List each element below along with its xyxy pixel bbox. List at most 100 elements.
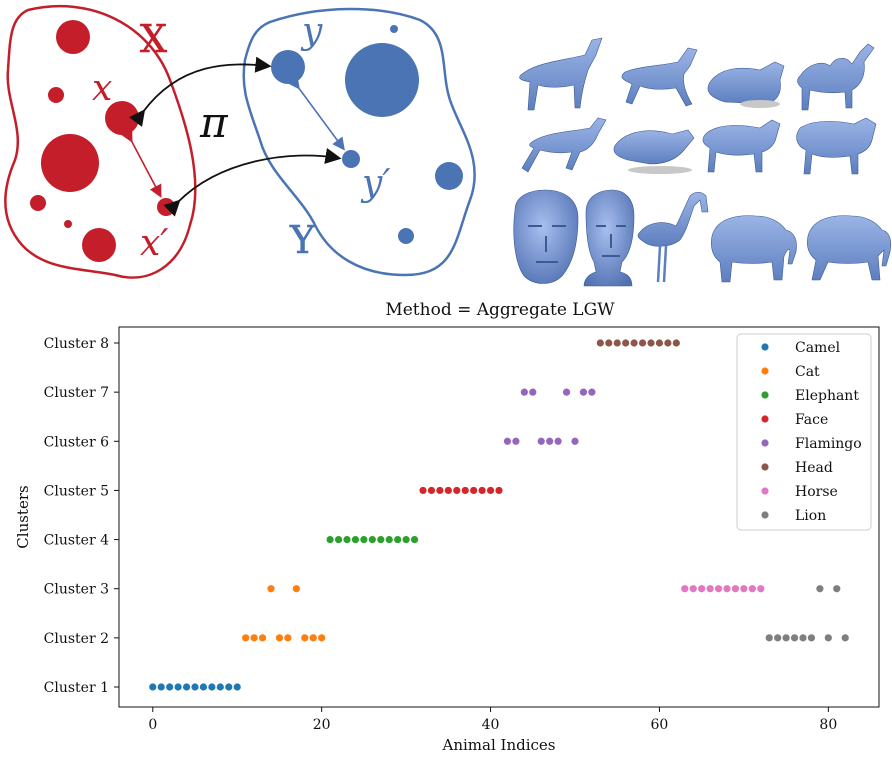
data-point-lion: [824, 634, 832, 642]
elephant-standing-icon: [710, 215, 797, 283]
x-dot: [41, 134, 99, 192]
legend-marker: [761, 463, 769, 471]
data-point-elephant: [334, 535, 343, 544]
data-point-head: [672, 339, 680, 347]
data-point-head: [638, 339, 647, 347]
data-point-elephant: [368, 535, 376, 544]
data-point-camel: [182, 683, 191, 691]
data-point-head: [647, 339, 655, 347]
y-label: y: [300, 11, 323, 52]
y-prime-label: y′: [360, 163, 391, 204]
legend-box: [736, 333, 872, 531]
data-point-elephant: [326, 535, 334, 544]
y-tick-label: Cluster 3: [44, 582, 109, 598]
data-point-lion: [841, 634, 849, 642]
data-point-elephant: [343, 535, 351, 544]
data-point-horse: [731, 585, 740, 593]
y-dot: [398, 228, 414, 244]
set-y-outline: [242, 7, 476, 277]
data-point-lion: [790, 634, 799, 642]
face-mask-icon: [513, 189, 579, 284]
data-point-elephant: [360, 535, 368, 544]
data-point-horse: [698, 585, 706, 593]
y-dot: [435, 162, 463, 190]
data-point-camel: [166, 683, 174, 691]
data-point-horse: [681, 585, 689, 593]
horse-walking-icon: [621, 47, 698, 107]
shape-gallery: [513, 37, 892, 287]
cluster-scatter-chart: Method = Aggregate LGW Cluster 1Cluster …: [14, 300, 880, 754]
data-point-head: [596, 339, 604, 347]
data-point-face: [478, 486, 486, 495]
data-point-flamingo: [512, 437, 520, 445]
x-tick-label: 40: [482, 717, 500, 733]
data-point-camel: [157, 683, 165, 691]
y-tick-label: Cluster 2: [44, 631, 109, 647]
lion-pouncing-icon: [613, 129, 695, 174]
y-distance-arrow: [287, 75, 345, 151]
legend-marker: [761, 367, 769, 375]
data-point-lion: [774, 634, 782, 642]
y-dot-y: [271, 50, 305, 84]
y-tick-label: Cluster 1: [44, 680, 109, 696]
data-point-face: [486, 486, 495, 495]
legend-label: Elephant: [795, 388, 859, 404]
data-point-cat: [242, 634, 250, 642]
camel-icon: [797, 43, 875, 111]
data-point-cat: [275, 634, 284, 642]
data-point-face: [495, 486, 503, 495]
data-point-head: [630, 339, 638, 347]
legend-marker: [761, 439, 769, 447]
y-tick-label: Cluster 7: [44, 385, 109, 401]
data-point-head: [613, 339, 621, 347]
data-point-cat: [267, 585, 275, 593]
data-point-cat: [284, 634, 292, 642]
y-tick-label: Cluster 5: [44, 483, 109, 499]
head-bust-icon: [583, 189, 635, 287]
data-point-elephant: [385, 535, 393, 544]
x-dot: [64, 220, 72, 228]
data-point-camel: [199, 683, 208, 691]
data-point-camel: [216, 683, 224, 691]
set-y-label: Y: [289, 218, 316, 262]
data-point-lion: [816, 585, 824, 593]
data-point-cat: [250, 634, 258, 642]
legend-label: Camel: [795, 340, 841, 356]
data-point-camel: [191, 683, 199, 691]
elephant-walking-icon: [806, 215, 892, 281]
data-point-face: [436, 486, 444, 495]
data-point-cat: [309, 634, 317, 642]
data-point-elephant: [377, 535, 385, 544]
data-point-camel: [225, 683, 233, 691]
data-point-lion: [765, 634, 773, 642]
data-point-head: [655, 339, 664, 347]
x-label: x: [92, 68, 112, 109]
data-point-flamingo: [554, 437, 562, 445]
data-point-flamingo: [503, 437, 512, 445]
x-dot: [82, 228, 116, 262]
data-point-horse: [714, 585, 723, 593]
data-point-face: [453, 486, 461, 495]
data-point-camel: [149, 683, 157, 691]
y-dot: [390, 25, 398, 33]
data-point-flamingo: [588, 388, 596, 396]
legend-marker: [761, 415, 769, 423]
data-point-elephant: [410, 535, 419, 544]
y-tick-label: Cluster 4: [44, 533, 109, 549]
set-x-label: X: [140, 17, 167, 61]
legend-label: Head: [795, 460, 833, 476]
legend-label: Flamingo: [795, 436, 862, 452]
y-axis: Cluster 1 Cluster 2 Cluster 3 Cluster 4 Clus…: [44, 336, 119, 696]
x-dot-x-prime: [157, 198, 175, 216]
data-point-elephant: [402, 535, 410, 544]
data-point-head: [605, 339, 613, 347]
data-point-face: [427, 486, 436, 495]
x-tick-label: 80: [819, 717, 837, 733]
horse-standing-icon: [519, 37, 603, 111]
data-point-lion: [807, 634, 816, 642]
y-tick-label: Cluster 6: [44, 434, 109, 450]
y-dot: [345, 43, 419, 117]
data-point-cat: [301, 634, 309, 642]
data-point-flamingo: [562, 388, 571, 396]
legend-label: Cat: [795, 364, 820, 380]
